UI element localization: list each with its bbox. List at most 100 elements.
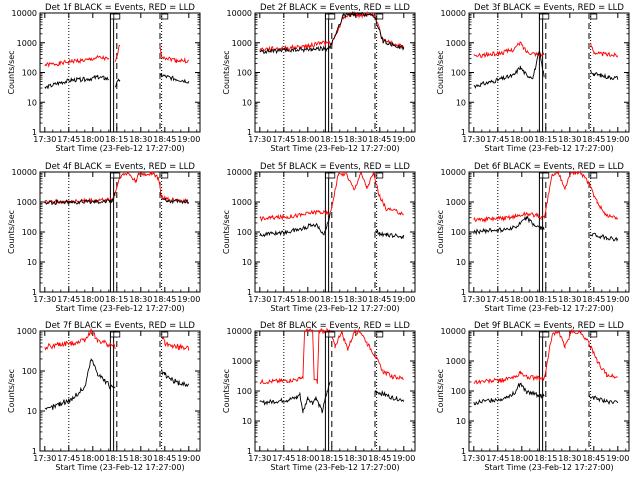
x-tick-label: 18:15 [105,135,128,144]
y-tick-label: 1000 [446,198,466,207]
plot-frame [39,171,201,293]
state-box [113,172,121,179]
x-tick-label: 17:30 [33,135,56,144]
y-axis-label: Counts/sec [436,50,445,94]
chart-title: Det 6f BLACK = Events, RED = LLD [474,162,624,172]
panel-3: Det 3f BLACK = Events, RED = LLD 1 10 100 10… [436,3,630,153]
y-tick-label: 100 [451,69,466,78]
x-tick-label: 17:30 [33,454,56,463]
chart-title: Det 7f BLACK = Events, RED = LLD [45,321,195,331]
y-tick-label: 10 [456,258,466,267]
events-rate-line [473,382,619,406]
x-tick-label: 17:30 [248,454,271,463]
y-axis-label: Counts/sec [222,210,231,254]
panel-5: Det 5f BLACK = Events, RED = LLD 1 10 100 10… [222,162,416,313]
state-box [590,172,598,179]
x-tick-label: 18:15 [105,295,128,304]
y-tick-label: 1000 [232,39,252,48]
y-tick-label: 1000 [232,357,252,366]
x-tick-label: 18:30 [344,135,367,144]
events-rate-line [473,50,619,89]
x-tick-label: 18:00 [510,135,533,144]
y-tick-label: 100 [237,69,252,78]
y-tick-label: 1000 [17,198,37,207]
y-tick-label: 10000 [12,168,37,177]
x-tick-label: 18:30 [558,135,581,144]
lld-rate-line [473,328,618,385]
x-tick-label: 17:45 [272,295,295,304]
chart-title: Det 3f BLACK = Events, RED = LLD [474,3,624,13]
x-tick-label: 18:30 [129,135,152,144]
x-tick-label: 18:45 [582,454,605,463]
state-box [328,172,336,179]
x-tick-label: 18:30 [558,295,581,304]
x-axis-label: Start Time (23-Feb-12 17:27:00) [270,463,399,472]
y-tick-label: 1 [32,288,37,297]
x-axis-label: Start Time (23-Feb-12 17:27:00) [484,144,613,153]
chart-title: Det 1f BLACK = Events, RED = LLD [45,3,195,13]
x-axis-label: Start Time (23-Feb-12 17:27:00) [55,304,184,313]
x-tick-label: 18:15 [534,295,557,304]
state-box [376,13,384,20]
chart-title: Det 5f BLACK = Events, RED = LLD [260,162,410,172]
x-tick-label: 19:00 [392,454,415,463]
panel-9: Det 9f BLACK = Events, RED = LLD 1 10 100 10… [436,321,630,472]
x-tick-label: 18:30 [558,454,581,463]
y-tick-label: 1000 [446,39,466,48]
state-box [590,13,598,20]
y-axis-label: Counts/sec [222,50,231,94]
x-tick-label: 17:30 [462,295,485,304]
x-tick-label: 19:00 [177,135,200,144]
state-box [328,13,336,20]
plot-frame [254,330,416,452]
panel-1: Det 1f BLACK = Events, RED = LLD 1 10 100 10… [7,3,201,153]
state-box [542,331,550,338]
x-axis-label: Start Time (23-Feb-12 17:27:00) [55,463,184,472]
x-tick-label: 17:30 [248,135,271,144]
y-tick-label: 1000 [446,357,466,366]
state-box [161,13,169,20]
x-tick-label: 18:00 [81,295,104,304]
x-axis-label: Start Time (23-Feb-12 17:27:00) [55,144,184,153]
x-tick-label: 17:45 [57,454,80,463]
lld-rate-line [44,171,189,205]
x-tick-label: 18:15 [320,295,343,304]
x-tick-label: 18:30 [129,295,152,304]
x-tick-label: 19:00 [606,295,629,304]
y-tick-label: 100 [237,387,252,396]
y-tick-label: 1 [461,288,466,297]
plot-frame [468,12,630,133]
plot-frame [254,12,416,133]
y-tick-label: 100 [237,228,252,237]
x-tick-label: 18:00 [296,454,319,463]
x-tick-label: 18:00 [510,295,533,304]
plot-frame [39,12,201,133]
x-axis-label: Start Time (23-Feb-12 17:27:00) [270,144,399,153]
x-tick-label: 17:45 [272,135,295,144]
y-tick-label: 1000 [232,198,252,207]
x-tick-label: 18:00 [81,135,104,144]
x-tick-label: 18:45 [582,135,605,144]
y-tick-label: 1 [461,447,466,456]
x-tick-label: 19:00 [392,295,415,304]
y-tick-label: 1 [247,288,252,297]
x-tick-label: 18:45 [368,295,391,304]
y-tick-label: 10 [456,417,466,426]
y-tick-label: 100 [22,367,37,376]
events-rate-line [473,215,619,242]
x-tick-label: 18:45 [153,295,176,304]
x-tick-label: 18:30 [344,454,367,463]
x-tick-label: 18:30 [129,454,152,463]
state-box [328,331,336,338]
y-axis-label: Counts/sec [222,369,231,413]
state-box [542,13,550,20]
y-tick-label: 10 [242,417,252,426]
y-tick-label: 1 [32,128,37,137]
y-tick-label: 10000 [227,168,252,177]
x-tick-label: 19:00 [177,295,200,304]
state-box [376,331,384,338]
x-tick-label: 17:45 [57,295,80,304]
x-tick-label: 17:45 [272,454,295,463]
x-tick-label: 18:45 [153,454,176,463]
